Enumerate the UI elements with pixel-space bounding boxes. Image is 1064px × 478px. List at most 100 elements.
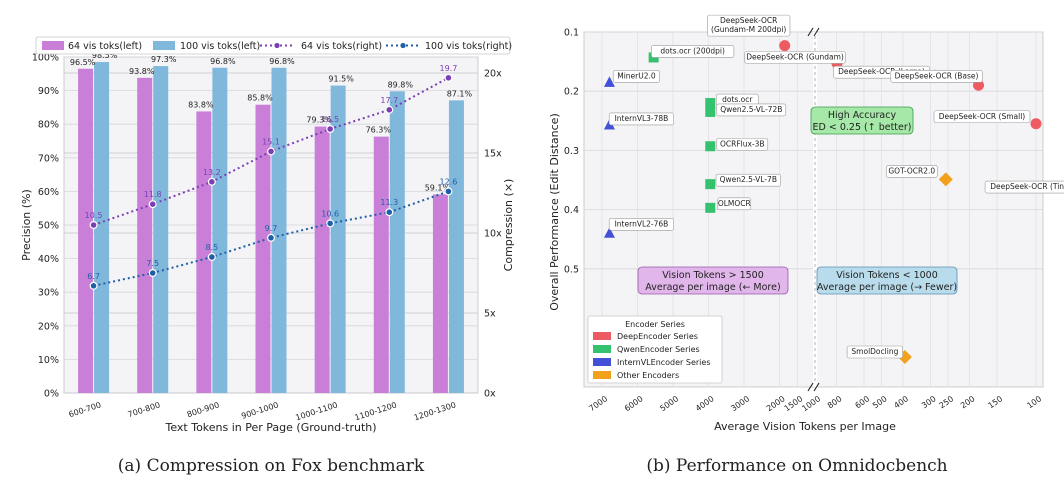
fox-x-tick-1200-1300: 1200-1300 xyxy=(413,400,457,422)
bar-64-vis-toks-left-600-700 xyxy=(78,68,94,393)
bar-label-64-vis-toks-left-3: 85.8% xyxy=(247,94,273,103)
point-label-box-deepseek-ocr-small xyxy=(933,110,1031,124)
fox-left-tick-2: 20% xyxy=(38,321,59,332)
point-label-box-ocrflux-3b xyxy=(716,137,769,151)
annotation-high-accuracy: High Accuracy ED < 0.25 (↑ better) xyxy=(810,106,914,135)
marker-internvl2-76b xyxy=(603,227,615,238)
point-label-text-deepseek-ocr-large-0: DeepSeek-OCR (Large) xyxy=(838,67,925,76)
point-100-vis-toks-right-1 xyxy=(148,269,157,278)
fox-left-tick-6: 60% xyxy=(38,187,59,198)
bar-64-vis-toks-left-1100-1200 xyxy=(373,136,389,393)
omni-x-tick-1500: 1500 xyxy=(783,394,805,413)
bar-64-vis-toks-left-900-1000 xyxy=(255,104,271,393)
omni-y-axis-label: Overall Performance (Edit Distance) xyxy=(548,113,561,311)
bar-100-vis-toks-left-700-800 xyxy=(153,66,169,394)
point-label-deepseek-ocr-small: DeepSeek-OCR (Small) xyxy=(933,110,1031,124)
fox-left-tick-8: 80% xyxy=(38,120,59,131)
point-64-vis-toks-right-2 xyxy=(207,177,216,186)
fox-bars xyxy=(78,62,464,394)
point-label-box-deepseek-ocr-gundam xyxy=(744,51,846,64)
fox-bar-labels: 96.5% 93.8% 83.8% 85.8% 79.3% 76.3% 59.1% 98.5%… xyxy=(70,51,473,192)
fox-right-tick-4: 20x xyxy=(484,69,502,80)
point-100-vis-toks-right-4 xyxy=(326,219,335,228)
fox-legend: 64 vis toks(left) 100 vis toks(left) 64 … xyxy=(35,36,512,55)
point-64-vis-toks-right-5 xyxy=(385,105,394,114)
legend-marker-100-line xyxy=(400,42,406,49)
bar-label-100-vis-toks-left-5: 89.8% xyxy=(388,80,414,89)
point-label-100-vis-toks-right-4: 10.6 xyxy=(321,209,339,218)
point-label-box-mineru2-0 xyxy=(612,70,661,83)
omni-x-tick-2000: 2000 xyxy=(765,394,787,413)
fox-left-tick-1: 10% xyxy=(38,355,59,366)
fox-right-tick-3: 15x xyxy=(484,149,502,160)
omni-caption: (b) Performance on Omnidocbench xyxy=(646,456,947,476)
omni-x-tick-1000: 1000 xyxy=(800,394,822,413)
annotation-fewer-tokens: Vision Tokens < 1000 Average per image (… xyxy=(816,266,958,295)
omni-y-tick-2: 0.3 xyxy=(564,146,579,157)
annotation-fewer-tokens-line1: Vision Tokens < 1000 xyxy=(836,270,938,281)
fox-caption: (a) Compression on Fox benchmark xyxy=(118,456,425,476)
point-label-64-vis-toks-right-0: 10.5 xyxy=(85,211,103,220)
point-label-qwen2-5-vl-7b: Qwen2.5-VL-7B xyxy=(715,173,781,187)
point-label-text-got-ocr2-0-0: GOT-OCR2.0 xyxy=(888,166,935,175)
break-mark-top-2 xyxy=(813,27,820,37)
legend-label-deep: DeepEncoder Series xyxy=(617,332,698,341)
point-label-box-got-ocr2-0 xyxy=(885,165,938,178)
point-label-box-qwen2-5-vl-72b xyxy=(716,103,787,117)
omni-x-tick-500: 500 xyxy=(871,394,889,410)
fox-x-tick-600-700: 600-700 xyxy=(68,400,103,419)
annotation-high-accuracy-line1: High Accuracy xyxy=(828,110,897,121)
fox-right-tick-2: 10x xyxy=(484,229,502,240)
bar-64-vis-toks-left-1200-1300 xyxy=(432,194,448,393)
point-label-deepseek-ocr-gundam: DeepSeek-OCR (Gundam) xyxy=(744,51,846,64)
omnidocbench-chart: 0.10.20.30.40.5 7000 6000 5000 4000 3000 2000… xyxy=(548,14,1064,476)
point-label-box-internvl3-78b xyxy=(608,112,675,126)
legend-swatch-qwen xyxy=(593,345,611,353)
fox-lines xyxy=(89,73,453,290)
bar-64-vis-toks-left-700-800 xyxy=(137,77,153,393)
point-100-vis-toks-right-3 xyxy=(267,233,276,242)
legend-label-100-left: 100 vis toks(left) xyxy=(180,41,260,52)
point-64-vis-toks-right-0 xyxy=(89,221,98,230)
fox-x-tick-700-800: 700-800 xyxy=(127,400,162,419)
omni-x-tick-250: 250 xyxy=(938,394,956,410)
point-label-text-deepseek-ocr-gundam-m-200dpi-0: DeepSeek-OCR xyxy=(720,16,777,25)
omni-x-tick-6000: 6000 xyxy=(623,394,645,413)
marker-deepseek-ocr-small xyxy=(1030,118,1042,130)
annotation-more-tokens-line1: Vision Tokens > 1500 xyxy=(662,270,764,281)
omni-x-tick-600: 600 xyxy=(853,394,871,410)
point-100-vis-toks-right-5 xyxy=(385,208,394,217)
bar-label-64-vis-toks-left-2: 83.8% xyxy=(188,100,214,109)
marker-deepseek-ocr-gundam-m-200dpi xyxy=(779,40,791,52)
legend-swatch-64-bar xyxy=(42,41,64,50)
point-label-100-vis-toks-right-2: 8.5 xyxy=(205,243,218,252)
bar-label-100-vis-toks-left-1: 97.3% xyxy=(151,55,177,64)
bar-label-100-vis-toks-left-6: 87.1% xyxy=(447,89,473,98)
point-label-dots-ocr-200dpi: dots.ocr (200dpi) xyxy=(651,45,735,58)
point-label-box-deepseek-ocr-tiny xyxy=(984,180,1064,194)
break-mark-bottom-2 xyxy=(813,382,820,392)
point-label-qwen2-5-vl-72b: Qwen2.5-VL-72B xyxy=(716,103,787,117)
bar-label-100-vis-toks-left-2: 96.8% xyxy=(210,57,236,66)
omni-x-tick-300: 300 xyxy=(920,394,938,410)
point-label-64-vis-toks-right-5: 17.7 xyxy=(380,96,398,105)
bar-100-vis-toks-left-1000-1100 xyxy=(330,85,346,393)
annotation-more-tokens-box xyxy=(637,266,789,295)
marker-got-ocr2-0 xyxy=(938,172,953,187)
legend-label-qwen: QwenEncoder Series xyxy=(617,345,700,354)
annotation-high-accuracy-line2: ED < 0.25 (↑ better) xyxy=(813,122,912,133)
point-label-text-deepseek-ocr-gundam-m-200dpi-1: (Gundam-M 200dpi) xyxy=(711,25,786,34)
legend-swatch-other xyxy=(593,371,611,379)
omni-y-tick-4: 0.5 xyxy=(564,264,579,275)
omni-x-tick-800: 800 xyxy=(826,394,844,410)
point-label-olmocr: OLMOCR xyxy=(717,197,752,211)
bar-label-64-vis-toks-left-4: 79.3% xyxy=(306,116,332,125)
omni-points: DeepSeek-OCR(Gundam-M 200dpi) DeepSeek-OC… xyxy=(603,14,1064,365)
fox-x-tick-800-900: 800-900 xyxy=(186,400,221,419)
point-label-box-qwen2-5-vl-7b xyxy=(715,173,781,187)
point-label-100-vis-toks-right-6: 12.6 xyxy=(440,177,458,186)
axis-break-marks xyxy=(807,27,820,392)
bar-100-vis-toks-left-600-700 xyxy=(94,62,110,393)
